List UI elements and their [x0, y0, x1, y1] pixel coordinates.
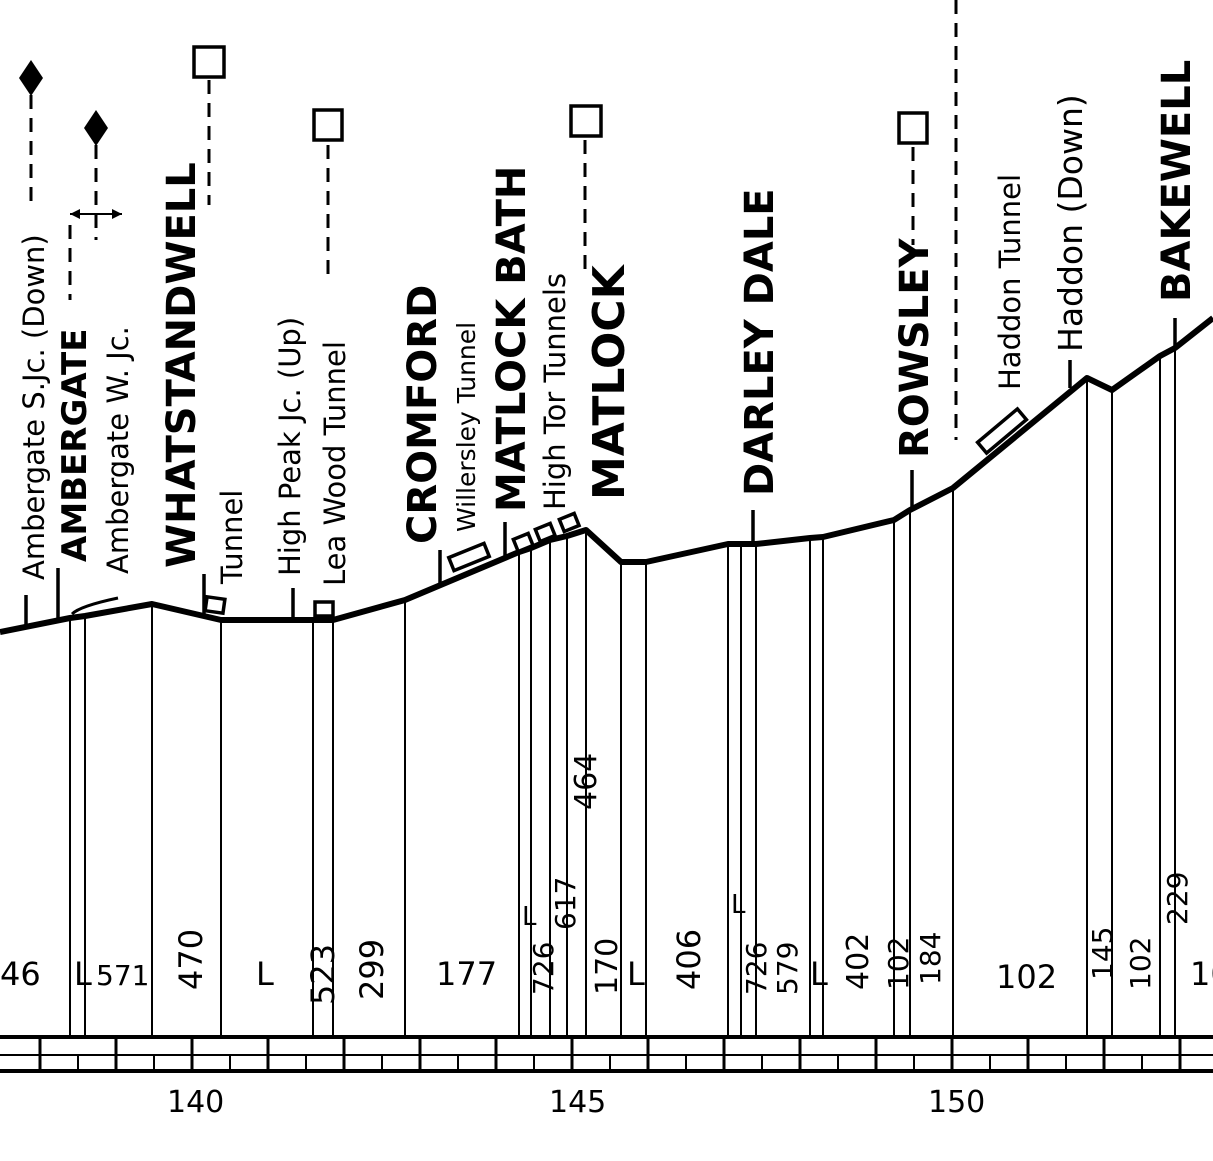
- milepost-label: 145: [549, 1085, 606, 1120]
- signal-box-icon: [897, 111, 929, 145]
- gradient-label: 46: [0, 955, 41, 993]
- gradient-label: 726: [527, 942, 560, 995]
- label-ambergate: AMBERGATE: [55, 329, 95, 562]
- label-tunnel: Tunnel: [215, 490, 249, 585]
- milepost-label: 150: [928, 1085, 985, 1120]
- label-ambergate-wjc: Ambergate W. Jc.: [101, 326, 135, 574]
- gradient-label: 229: [1161, 872, 1194, 925]
- label-haddon-down: Haddon (Down): [1051, 94, 1090, 352]
- gradient-label: 102: [996, 958, 1057, 996]
- label-willersley-tunnel: Willersley Tunnel: [452, 322, 481, 532]
- junction-diamond-icon: [84, 110, 108, 146]
- signal-box-icon: [569, 104, 603, 138]
- label-high-peak-jc: High Peak Jc. (Up): [273, 317, 307, 576]
- gradient-label: 102: [1124, 937, 1157, 990]
- gradient-label: 726: [740, 942, 773, 995]
- milepost-labels: 140 145 150: [167, 1085, 985, 1120]
- gradient-label: 299: [353, 939, 391, 1000]
- gradient-label: 170: [590, 938, 625, 995]
- tunnel-mark-high-tor-3: [557, 511, 582, 534]
- gradient-label: 523: [304, 944, 342, 1005]
- label-rowsley: ROWSLEY: [892, 237, 938, 458]
- gradient-label: 617: [549, 877, 582, 930]
- gradient-label: 10: [1190, 955, 1213, 993]
- milepost-label: 140: [167, 1085, 224, 1120]
- gradient-change-lines: [69, 348, 1176, 1035]
- label-cromford: CROMFORD: [400, 285, 446, 544]
- mileage-scale: [0, 1035, 1213, 1073]
- signal-box-icon: [192, 45, 226, 79]
- tunnel-mark-lea-wood: [313, 600, 335, 618]
- gradient-label: L: [522, 902, 537, 932]
- junction-diamond-icon: [19, 60, 43, 96]
- tunnel-mark-willersley: [446, 541, 492, 573]
- gradient-label: 184: [914, 932, 947, 985]
- gradient-label: 571: [96, 959, 149, 992]
- gradient-label: L: [256, 955, 274, 993]
- signal-markers: [19, 0, 958, 440]
- label-high-tor-tunnels: High Tor Tunnels: [538, 273, 572, 510]
- gradient-label: 406: [670, 929, 708, 990]
- signal-box-icon: [312, 108, 344, 142]
- label-lea-wood-tunnel: Lea Wood Tunnel: [318, 341, 352, 586]
- gradient-values: 46 L 571 470 L 523 299 177 726 L 617 464…: [0, 753, 1213, 1005]
- label-matlock-bath: MATLOCK BATH: [489, 166, 535, 512]
- gradient-label: 470: [172, 929, 210, 990]
- gradient-label: L: [627, 955, 645, 993]
- tunnel-mark-high-tor-1: [511, 531, 536, 554]
- gradient-label: 102: [882, 937, 915, 990]
- scale-ticks: [38, 1037, 1182, 1071]
- label-whatstandwell: WHATSTANDWELL: [159, 162, 205, 568]
- tunnel-mark-haddon: [975, 406, 1029, 456]
- gradient-label: 177: [436, 955, 497, 993]
- gradient-label: L: [810, 955, 828, 993]
- tunnel-marks: [203, 406, 1029, 618]
- label-matlock: MATLOCK: [584, 263, 635, 500]
- station-labels: Ambergate S.Jc. (Down) AMBERGATE Amberga…: [17, 60, 1200, 586]
- label-bakewell: BAKEWELL: [1154, 60, 1200, 302]
- gradient-label: 464: [569, 753, 604, 810]
- gradient-label: L: [731, 890, 746, 920]
- gradient-profile-line: [0, 315, 1213, 635]
- label-darley-dale: DARLEY DALE: [737, 188, 783, 496]
- tunnel-mark-whatstandwell: [203, 594, 227, 616]
- label-ambergate-sjc: Ambergate S.Jc. (Down): [17, 234, 51, 580]
- tunnel-mark-high-tor-2: [533, 521, 558, 544]
- gradient-label: L: [74, 955, 92, 993]
- label-haddon-tunnel: Haddon Tunnel: [993, 174, 1027, 390]
- gradient-label: 579: [771, 942, 804, 995]
- gradient-label: 145: [1086, 927, 1119, 980]
- gradient-label: 402: [841, 933, 876, 990]
